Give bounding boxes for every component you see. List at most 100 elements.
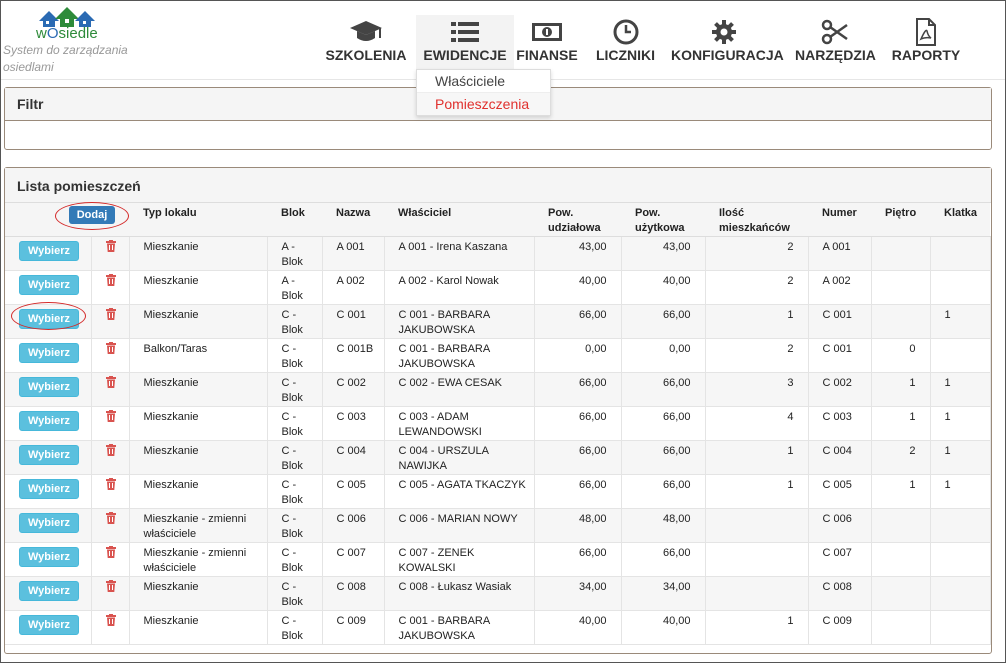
cell-pow_uz: 66,00 xyxy=(621,440,706,475)
cell-ilosc xyxy=(705,576,809,611)
pdf-file-icon xyxy=(916,18,936,46)
cell-ilosc xyxy=(705,542,809,577)
select-button[interactable]: Wybierz xyxy=(19,275,79,295)
col-wlasciciel[interactable]: Właściciel xyxy=(384,203,534,237)
cell-pow_uz: 66,00 xyxy=(621,304,706,339)
cell-ilosc: 3 xyxy=(705,372,809,407)
cell-blok: C - Blok xyxy=(267,304,323,339)
nav-szkolenia[interactable]: SZKOLENIA xyxy=(321,15,411,79)
cell-blok: A - Blok xyxy=(267,270,323,305)
trash-icon[interactable] xyxy=(105,342,116,354)
col-typ[interactable]: Typ lokalu xyxy=(129,203,267,237)
select-button[interactable]: Wybierz xyxy=(19,241,79,261)
table-row: Wybierz Mieszkanie C - Blok C 001 C 001 - BA… xyxy=(5,304,991,339)
cell-typ: Mieszkanie xyxy=(129,440,268,475)
trash-icon[interactable] xyxy=(105,240,116,252)
cell-pow_udz: 34,00 xyxy=(534,576,622,611)
select-button[interactable]: Wybierz xyxy=(19,479,79,499)
cell-numer: C 005 xyxy=(808,474,872,509)
add-cell: Dodaj xyxy=(5,203,129,237)
cell-pow_uz: 43,00 xyxy=(621,236,706,271)
cell-blok: C - Blok xyxy=(267,440,323,475)
cell-numer: A 001 xyxy=(808,236,872,271)
col-ilosc[interactable]: Ilość mieszkańców xyxy=(705,203,808,237)
nav-finanse[interactable]: FINANSE xyxy=(516,15,578,79)
cell-wlasciciel: C 007 - ZENEK KOWALSKI xyxy=(384,542,535,577)
cell-ilosc: 1 xyxy=(705,440,809,475)
dropdown-item-pomieszczenia[interactable]: Pomieszczenia xyxy=(417,92,550,115)
cell-blok: C - Blok xyxy=(267,508,323,543)
cell-klatka: 1 xyxy=(930,406,991,441)
select-button[interactable]: Wybierz xyxy=(19,343,79,363)
dropdown-item-wlasciciele[interactable]: Właściciele xyxy=(435,73,506,89)
select-button[interactable]: Wybierz xyxy=(19,513,79,533)
cell-typ: Mieszkanie - zmienni właściciele xyxy=(129,542,268,577)
trash-icon[interactable] xyxy=(105,614,116,626)
cell-ilosc: 4 xyxy=(705,406,809,441)
trash-icon[interactable] xyxy=(105,376,116,388)
cell-blok: C - Blok xyxy=(267,610,323,645)
cell-pietro xyxy=(871,508,931,543)
cell-klatka: 1 xyxy=(930,372,991,407)
col-pietro[interactable]: Piętro xyxy=(871,203,930,237)
cell-typ: Mieszkanie xyxy=(129,406,268,441)
col-nazwa[interactable]: Nazwa xyxy=(322,203,384,237)
cell-wlasciciel: C 006 - MARIAN NOWY xyxy=(384,508,535,543)
delete-cell xyxy=(91,440,130,475)
delete-cell xyxy=(91,406,130,441)
cell-wlasciciel: C 002 - EWA CESAK xyxy=(384,372,535,407)
select-cell: Wybierz xyxy=(5,304,92,339)
trash-icon[interactable] xyxy=(105,444,116,456)
trash-icon[interactable] xyxy=(105,308,116,320)
cell-blok: C - Blok xyxy=(267,576,323,611)
list-icon xyxy=(451,22,479,42)
select-cell: Wybierz xyxy=(5,508,92,543)
select-button[interactable]: Wybierz xyxy=(19,615,79,635)
col-numer[interactable]: Numer xyxy=(808,203,871,237)
cell-nazwa: C 008 xyxy=(322,576,385,611)
select-button[interactable]: Wybierz xyxy=(19,411,79,431)
cell-pietro xyxy=(871,236,931,271)
cell-pow_udz: 66,00 xyxy=(534,474,622,509)
rooms-table: Dodaj Typ lokalu Blok Nazwa Właściciel P… xyxy=(5,203,991,645)
nav-raporty[interactable]: RAPORTY xyxy=(891,15,961,79)
cell-pow_udz: 0,00 xyxy=(534,338,622,373)
cell-numer: C 009 xyxy=(808,610,872,645)
select-button[interactable]: Wybierz xyxy=(19,581,79,601)
trash-icon[interactable] xyxy=(105,478,116,490)
select-button[interactable]: Wybierz xyxy=(19,547,79,567)
cell-pow_uz: 40,00 xyxy=(621,270,706,305)
col-pow-udz[interactable]: Pow. udziałowa xyxy=(534,203,621,237)
nav-konfiguracja[interactable]: KONFIGURACJA xyxy=(671,15,784,79)
col-klatka[interactable]: Klatka xyxy=(930,203,990,237)
cell-numer: C 001 xyxy=(808,304,872,339)
delete-cell xyxy=(91,542,130,577)
graduation-cap-icon xyxy=(350,21,382,41)
trash-icon[interactable] xyxy=(105,512,116,524)
table-row: Wybierz Mieszkanie C - Blok C 004 C 004 - UR… xyxy=(5,440,991,475)
cell-numer: C 007 xyxy=(808,542,872,577)
cell-pietro: 2 xyxy=(871,440,931,475)
nav-ewidencje[interactable]: EWIDENCJE xyxy=(416,15,514,79)
money-icon xyxy=(532,23,562,41)
col-pow-uz[interactable]: Pow. użytkowa xyxy=(621,203,705,237)
logo-icon xyxy=(39,7,95,27)
cell-numer: C 004 xyxy=(808,440,872,475)
nav-narzedzia[interactable]: NARZĘDZIA xyxy=(795,15,876,79)
select-button[interactable]: Wybierz xyxy=(19,445,79,465)
cell-pow_uz: 34,00 xyxy=(621,576,706,611)
trash-icon[interactable] xyxy=(105,274,116,286)
select-button[interactable]: Wybierz xyxy=(19,309,79,329)
brand-name[interactable]: wOsiedle xyxy=(36,25,98,42)
add-button[interactable]: Dodaj xyxy=(69,206,115,224)
trash-icon[interactable] xyxy=(105,580,116,592)
cell-klatka: 1 xyxy=(930,304,991,339)
select-button[interactable]: Wybierz xyxy=(19,377,79,397)
col-blok[interactable]: Blok xyxy=(267,203,322,237)
cell-wlasciciel: A 002 - Karol Nowak xyxy=(384,270,535,305)
cell-pietro: 1 xyxy=(871,372,931,407)
trash-icon[interactable] xyxy=(105,546,116,558)
nav-liczniki[interactable]: LICZNIKI xyxy=(593,15,658,79)
cell-wlasciciel: C 003 - ADAM LEWANDOWSKI xyxy=(384,406,535,441)
trash-icon[interactable] xyxy=(105,410,116,422)
